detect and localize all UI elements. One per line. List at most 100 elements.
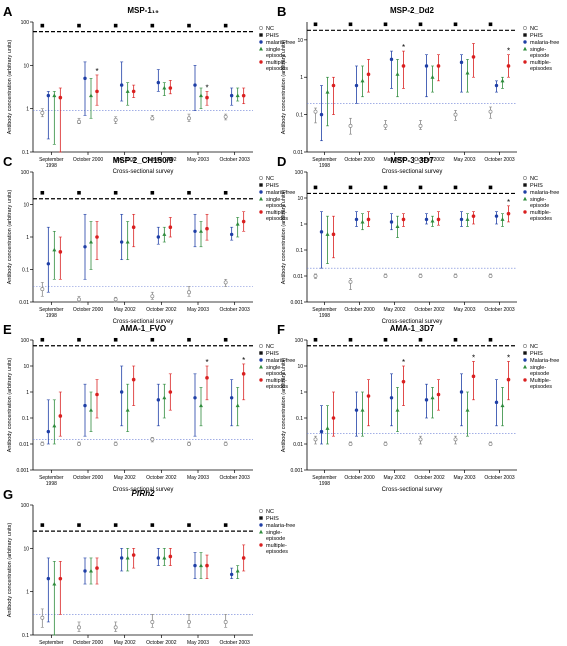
single-episode-point bbox=[465, 217, 470, 221]
single-episode-point bbox=[235, 403, 240, 408]
legend-label: PHIS bbox=[266, 183, 279, 189]
legend-marker bbox=[259, 210, 263, 214]
phis-marker bbox=[113, 523, 118, 527]
x-tick-label: September bbox=[312, 157, 337, 163]
multiple-episodes-point bbox=[168, 390, 173, 394]
phis-marker bbox=[223, 190, 228, 195]
nc-point bbox=[418, 274, 423, 278]
legend-marker bbox=[259, 516, 263, 520]
phis-marker bbox=[313, 185, 318, 190]
multiple-episodes-point bbox=[471, 55, 476, 59]
legend-label: NC bbox=[266, 509, 274, 515]
multiple-episodes-point bbox=[506, 377, 511, 382]
panel-c: C MSP-2_CH150/9 0.01 0.1 1 10 100 Antibody conc… bbox=[3, 154, 295, 325]
single-episode-point bbox=[89, 407, 93, 412]
chart-title: PfRh2 bbox=[131, 489, 155, 498]
multiple-episodes-point bbox=[168, 225, 173, 230]
multiple-episodes-point bbox=[131, 89, 136, 94]
y-tick-label: 10 bbox=[23, 63, 29, 69]
nc-point bbox=[223, 114, 228, 119]
chart-title: MSP-1₁₉ bbox=[127, 6, 159, 15]
phis-marker bbox=[223, 23, 228, 28]
phis-marker bbox=[348, 185, 353, 190]
nc-point bbox=[453, 112, 458, 117]
chart-title: MSP-2_CH150/9 bbox=[113, 156, 174, 165]
malaria-free-point bbox=[46, 262, 51, 266]
nc-point bbox=[223, 280, 228, 285]
phis-marker bbox=[77, 23, 81, 28]
nc-point bbox=[488, 442, 493, 446]
y-tick-label: 0.001 bbox=[290, 300, 303, 306]
x-tick-label: May 2003 bbox=[187, 640, 209, 646]
multiple-episodes-point bbox=[366, 72, 371, 77]
malaria-free-point bbox=[319, 112, 324, 117]
phis-marker bbox=[383, 337, 388, 342]
single-episode-point bbox=[125, 239, 130, 244]
malaria-free-point bbox=[354, 83, 359, 88]
malaria-free-point bbox=[119, 390, 124, 394]
phis-marker bbox=[77, 523, 81, 527]
multiple-episodes-point bbox=[205, 226, 209, 231]
phis-marker bbox=[113, 23, 118, 28]
legend-label: multiple- bbox=[266, 60, 287, 66]
y-tick-label: 1 bbox=[300, 390, 303, 396]
legend-label: multiple- bbox=[530, 60, 551, 66]
legend-marker bbox=[259, 523, 263, 527]
x-tick-label: October 2000 bbox=[73, 157, 104, 163]
nc-point bbox=[40, 442, 45, 446]
legend-label: Multiple- bbox=[530, 378, 551, 384]
multiple-episodes-point bbox=[95, 566, 99, 570]
nc-point bbox=[383, 123, 388, 128]
y-tick-label: 1 bbox=[26, 390, 29, 396]
malaria-free-point bbox=[494, 214, 499, 218]
nc-point bbox=[113, 625, 118, 630]
multiple-episodes-point bbox=[331, 416, 336, 420]
multiple-episodes-point bbox=[471, 374, 476, 379]
single-episode-point bbox=[162, 232, 167, 236]
single-episode-point bbox=[360, 78, 365, 83]
legend-marker bbox=[259, 60, 263, 64]
panel-d: D MSP-3_3D7 0.001 0.01 0.1 1 10 100 Antibody con… bbox=[277, 154, 559, 325]
malaria-free-point bbox=[46, 429, 51, 434]
single-episode-point bbox=[162, 85, 167, 90]
malaria-free-point bbox=[229, 396, 234, 400]
single-episode-point bbox=[199, 93, 203, 98]
phis-marker bbox=[150, 523, 155, 527]
single-episode-point bbox=[162, 395, 167, 400]
nc-point bbox=[187, 116, 191, 121]
nc-point bbox=[113, 297, 118, 302]
malaria-free-point bbox=[459, 60, 464, 65]
malaria-free-point bbox=[193, 396, 197, 400]
malaria-free-point bbox=[119, 240, 124, 244]
multiple-episodes-point bbox=[95, 392, 99, 397]
y-tick-label: 0.1 bbox=[22, 150, 29, 156]
x-axis-label: Cross-sectional survey bbox=[113, 487, 174, 493]
nc-point bbox=[313, 109, 318, 114]
single-episode-point bbox=[235, 93, 240, 98]
y-tick-label: 10 bbox=[297, 364, 303, 370]
single-episode-point bbox=[325, 232, 330, 236]
nc-point bbox=[348, 279, 353, 284]
legend: NCPHISMalaria-freesingle-episodeMultiple… bbox=[523, 344, 559, 390]
x-tick-label: October 2000 bbox=[344, 475, 375, 481]
nc-point bbox=[223, 620, 228, 624]
multiple-episodes-point bbox=[205, 95, 209, 100]
x-tick-label: 1998 bbox=[319, 163, 330, 169]
single-episode-point bbox=[199, 229, 203, 233]
legend-label: episode bbox=[266, 53, 285, 59]
legend-label: episodes bbox=[266, 549, 288, 555]
legend-marker bbox=[523, 364, 527, 369]
multiple-episodes-point bbox=[506, 211, 511, 216]
single-episode-point bbox=[500, 217, 505, 221]
legend-label: multiple- bbox=[266, 543, 287, 549]
phis-marker bbox=[488, 337, 493, 342]
multiple-episodes-point bbox=[401, 217, 406, 222]
x-tick-label: October 2000 bbox=[73, 640, 104, 646]
phis-marker bbox=[40, 23, 45, 28]
legend-label: episode bbox=[530, 203, 549, 209]
single-episode-point bbox=[465, 407, 470, 412]
legend-marker bbox=[259, 190, 263, 194]
panel-e: E AMA-1_FVO 0.001 0.01 0.1 1 10 100 Antibody con… bbox=[3, 322, 295, 493]
malaria-free-point bbox=[83, 76, 87, 81]
chart-title: MSP-2_Dd2 bbox=[390, 6, 435, 15]
